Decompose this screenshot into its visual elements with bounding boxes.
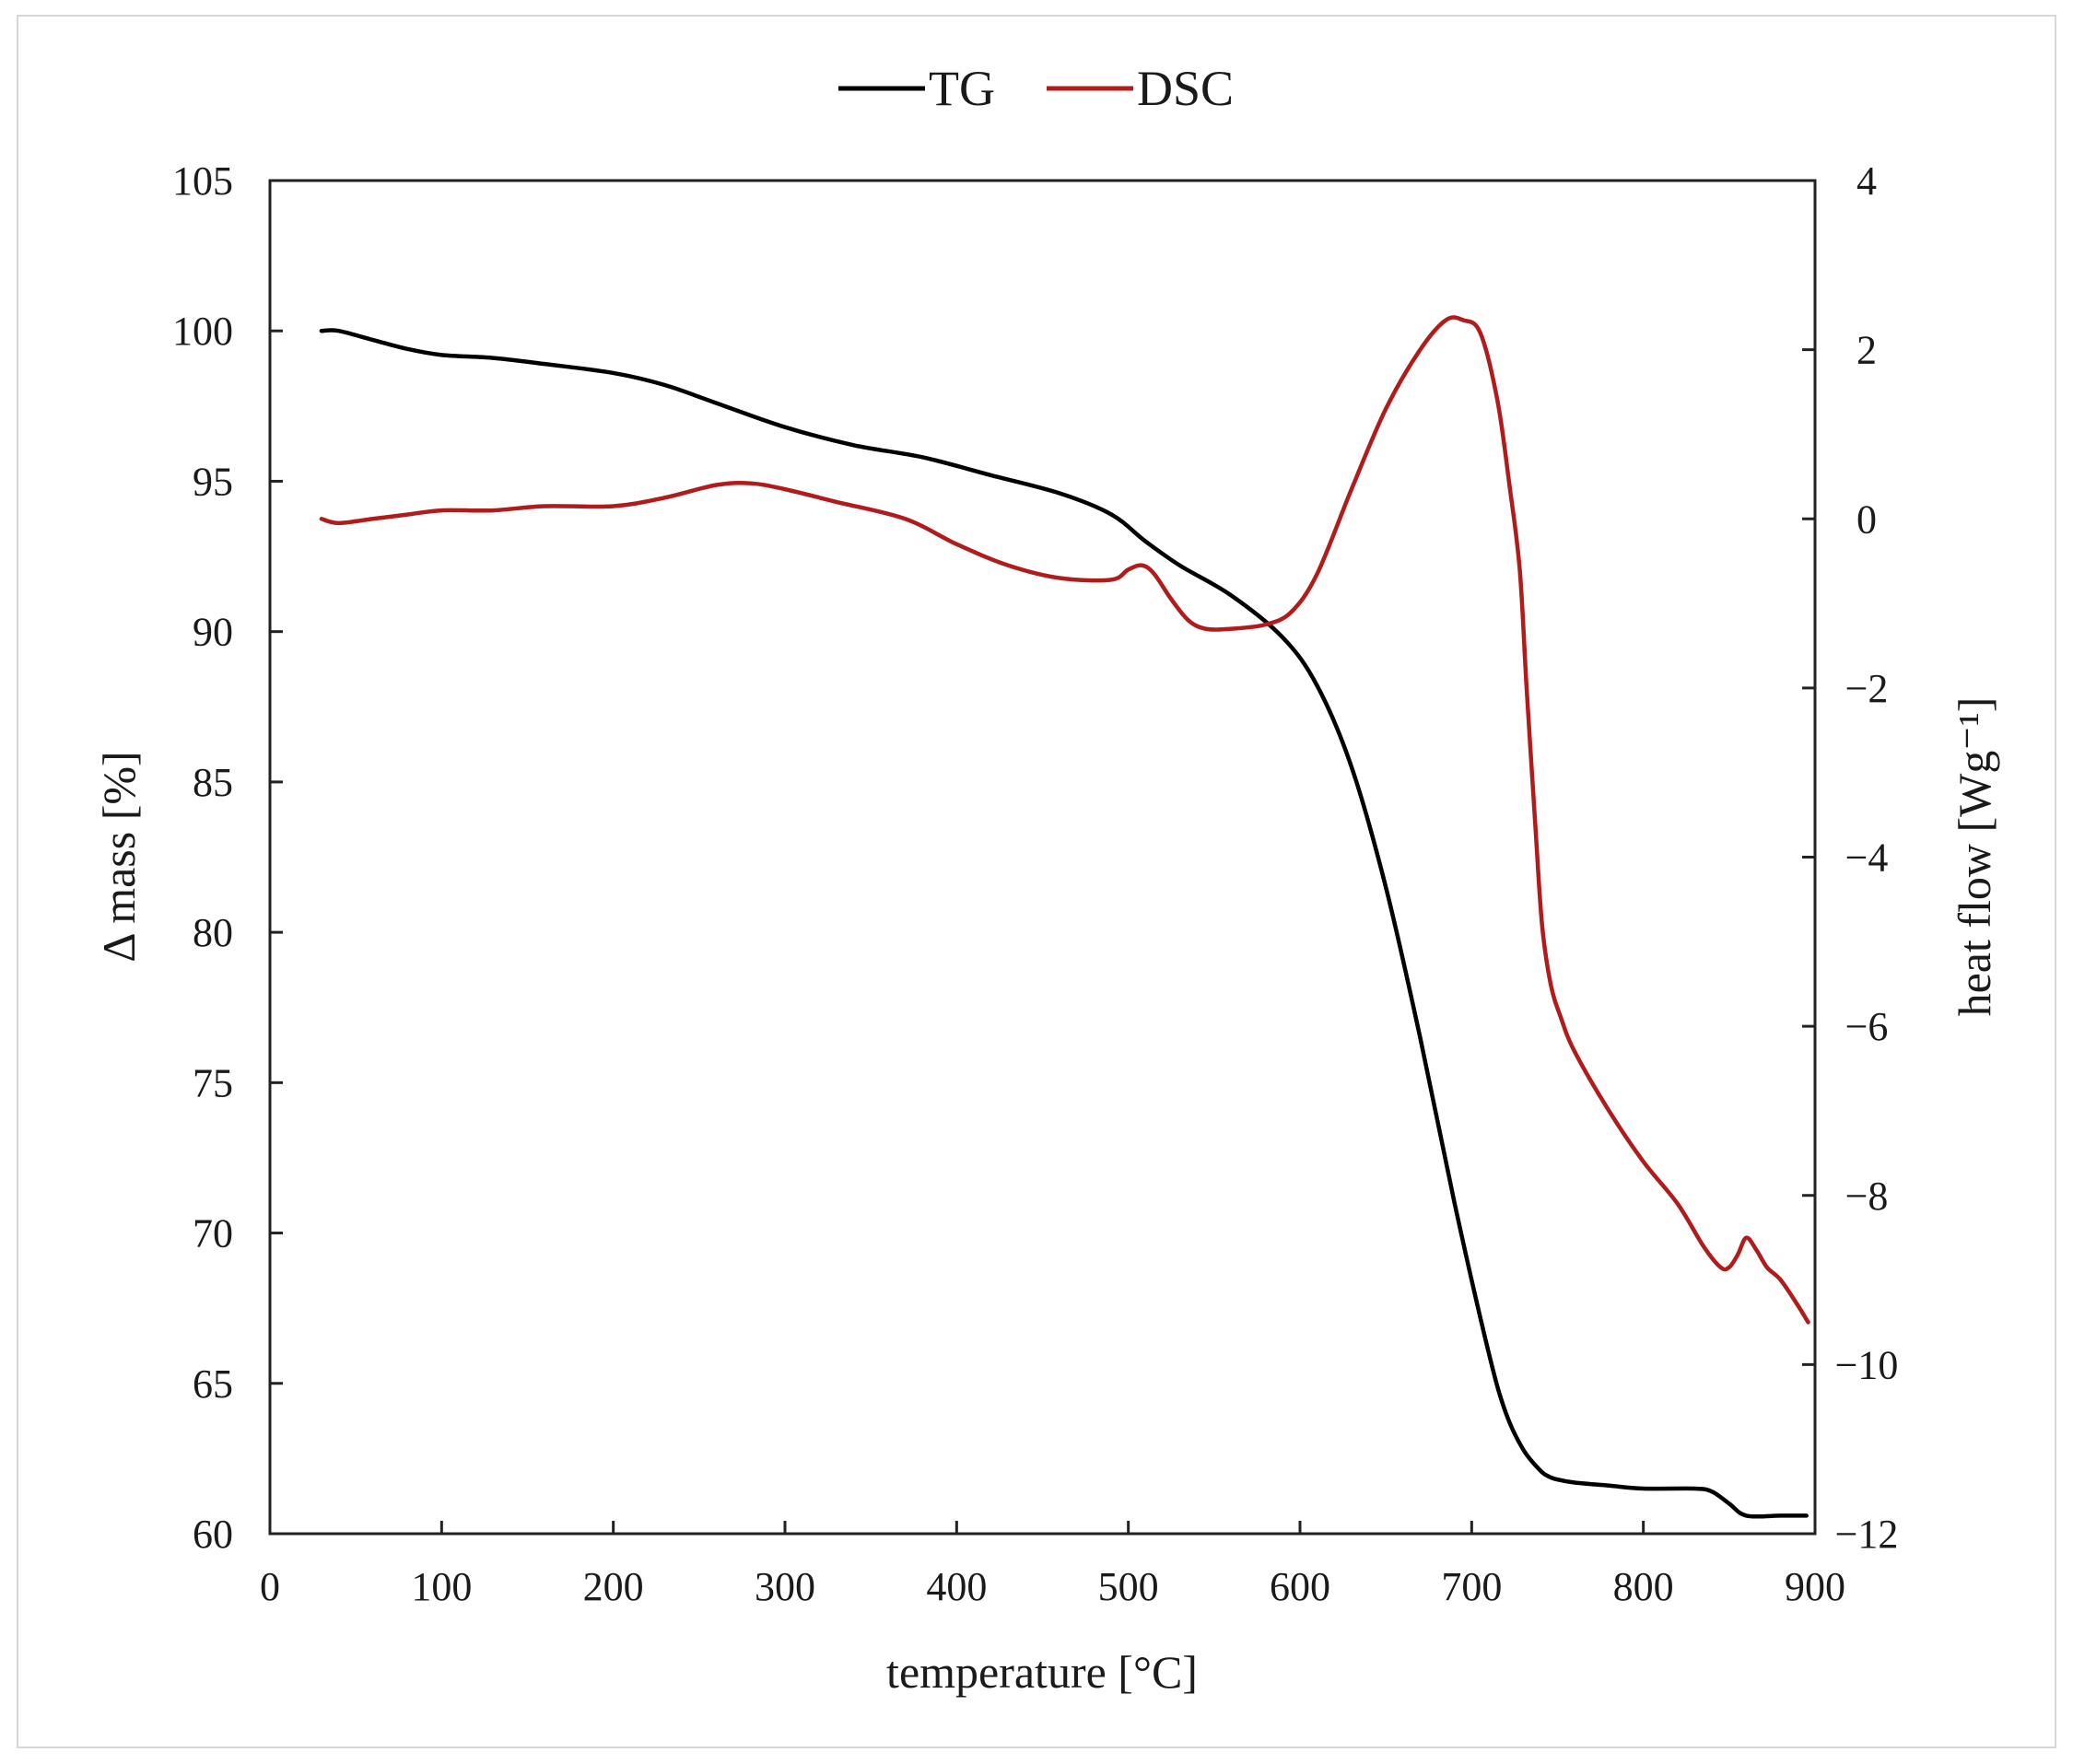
y-right-tick-label: 0	[1856, 496, 1877, 542]
x-tick-label: 700	[1441, 1564, 1502, 1609]
y-right-tick-label: −6	[1845, 1004, 1889, 1049]
y-left-tick-label: 95	[193, 459, 233, 504]
series-layer	[319, 315, 1810, 1519]
x-tick-label: 0	[260, 1564, 280, 1609]
y-left-tick-label: 70	[193, 1211, 233, 1256]
x-tick-label: 400	[926, 1564, 987, 1609]
x-tick-label: 600	[1270, 1564, 1330, 1609]
legend: TG DSC	[838, 61, 1234, 116]
figure-frame	[17, 15, 2056, 1748]
y-left-tick-label: 90	[193, 610, 233, 655]
legend-dsc-label: DSC	[1137, 61, 1234, 116]
y-left-tick-label: 100	[172, 309, 233, 354]
y-right-tick-label: −8	[1845, 1174, 1889, 1219]
plot-area-border	[268, 179, 1817, 1536]
y-left-tick-label: 85	[193, 760, 233, 805]
y-right-tick-label: −10	[1835, 1342, 1899, 1387]
x-tick-label: 100	[411, 1564, 472, 1609]
y-right-tick-label: −2	[1845, 666, 1889, 711]
y-axis-left-title: Δ mass [%]	[93, 751, 145, 962]
x-tick-label: 300	[755, 1564, 815, 1609]
y-right-tick-label: −4	[1845, 835, 1889, 881]
y-left-tick-label: 65	[193, 1361, 233, 1407]
y-axis-right: −12 −10 −8 −6 −4 −2 0 2 4	[1802, 158, 1898, 1557]
series-line-dsc	[319, 315, 1810, 1325]
y-right-tick-label: 2	[1856, 328, 1877, 373]
y-left-tick-label: 75	[193, 1060, 233, 1105]
y-axis-right-title: heat flow [Wg⁻¹]	[1949, 697, 2000, 1017]
y-axis-left: 60 65 70 75 80 85 90 95 100 105	[172, 158, 283, 1557]
legend-tg-label: TG	[929, 61, 995, 116]
series-line-tg	[319, 328, 1809, 1519]
x-tick-label: 900	[1785, 1564, 1845, 1609]
x-tick-label: 500	[1098, 1564, 1159, 1609]
x-tick-label: 200	[583, 1564, 644, 1609]
x-axis: 0 100 200 300 400 500 600 700 800 900	[260, 1521, 1845, 1609]
y-left-tick-label: 60	[193, 1512, 233, 1557]
y-right-tick-label: −12	[1835, 1512, 1899, 1557]
x-tick-label: 800	[1613, 1564, 1674, 1609]
y-left-tick-label: 80	[193, 910, 233, 955]
y-right-tick-label: 4	[1856, 158, 1877, 204]
y-left-tick-label: 105	[172, 158, 233, 204]
x-axis-title: temperature [°C]	[886, 1646, 1198, 1698]
